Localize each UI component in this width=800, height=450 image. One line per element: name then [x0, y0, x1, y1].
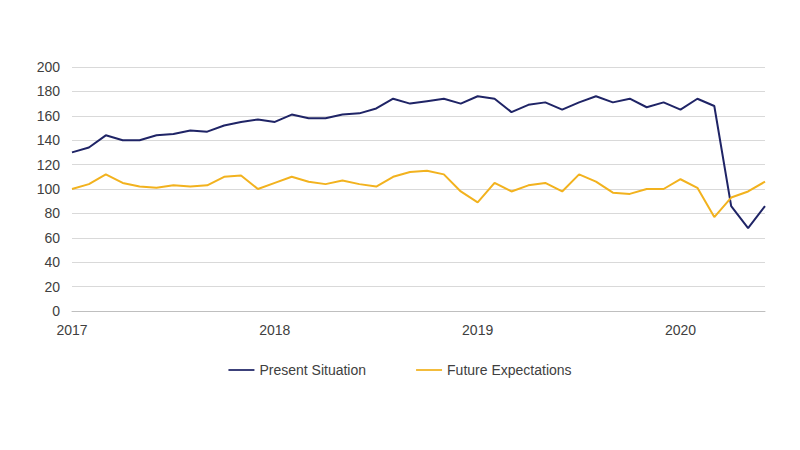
svg-text:2018: 2018 [259, 322, 290, 338]
svg-text:Future Expectations: Future Expectations [447, 362, 572, 378]
svg-text:2020: 2020 [665, 322, 696, 338]
svg-text:160: 160 [37, 108, 61, 124]
svg-text:Present Situation: Present Situation [259, 362, 366, 378]
svg-text:60: 60 [44, 230, 60, 246]
svg-text:180: 180 [37, 83, 61, 99]
svg-text:120: 120 [37, 157, 61, 173]
svg-text:200: 200 [37, 59, 61, 75]
svg-text:2019: 2019 [462, 322, 493, 338]
svg-text:2017: 2017 [56, 322, 87, 338]
svg-text:80: 80 [44, 205, 60, 221]
svg-text:40: 40 [44, 254, 60, 270]
svg-text:20: 20 [44, 279, 60, 295]
svg-text:0: 0 [52, 303, 60, 319]
svg-text:140: 140 [37, 132, 61, 148]
svg-text:100: 100 [37, 181, 61, 197]
